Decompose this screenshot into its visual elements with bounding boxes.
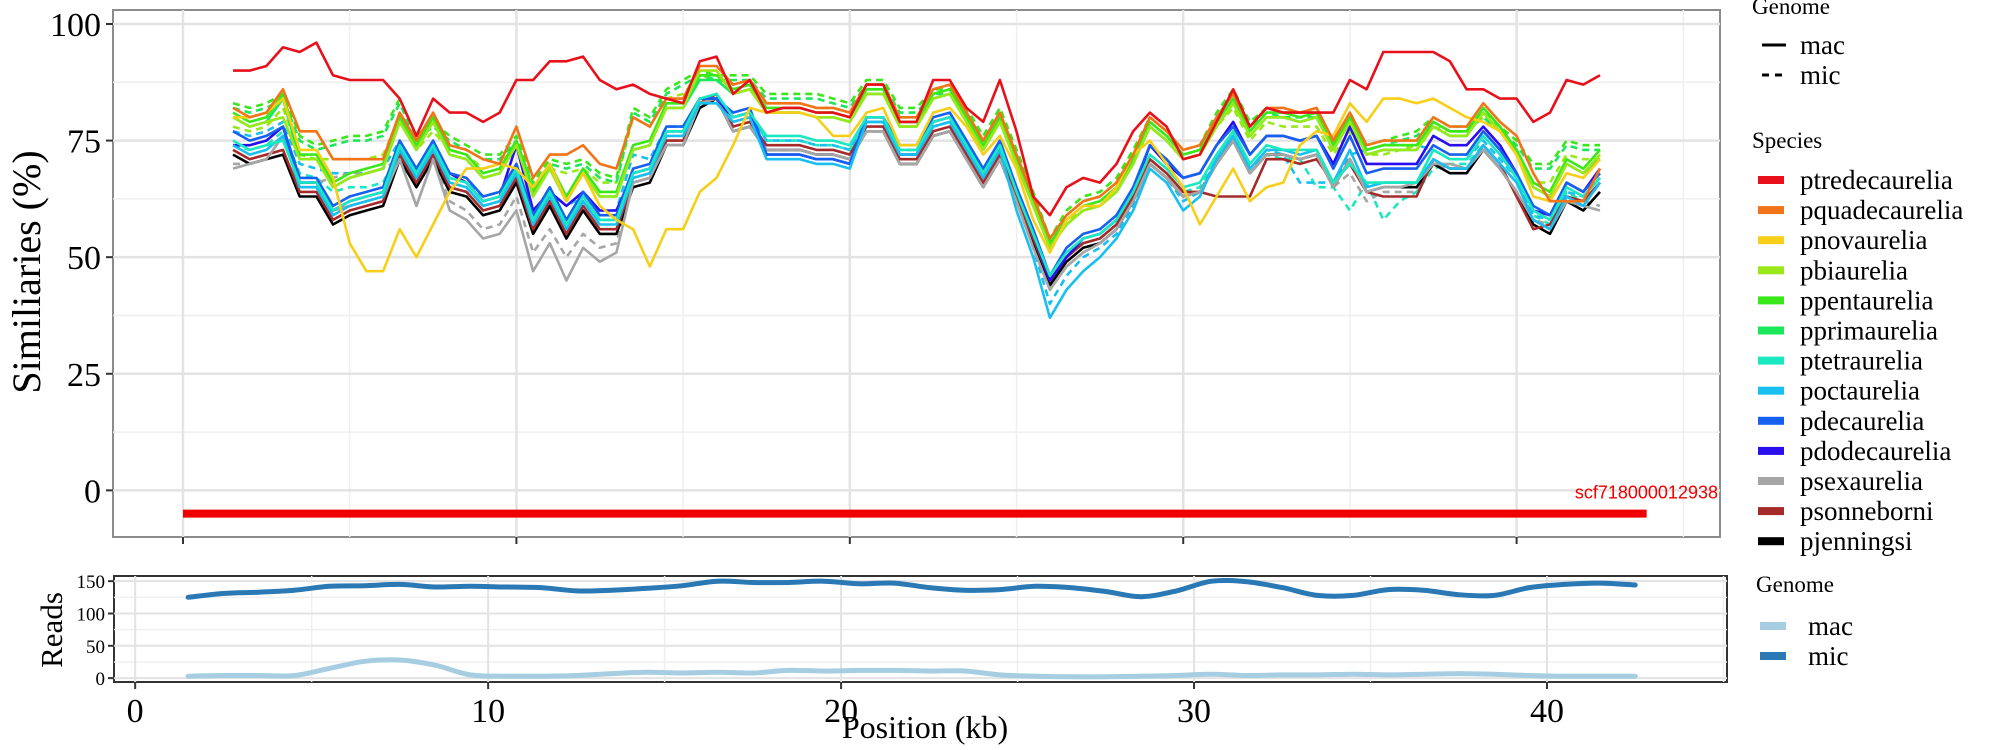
legend-swatch-psonneborni [1758,507,1784,516]
similarity-panel-frame [112,9,1721,538]
legend-label-ptredecaurelia: ptredecaurelia [1800,165,1953,195]
legend-swatch-pbiaurelia [1758,266,1784,275]
similarity-lines [232,41,1602,320]
y-tick-label: 0 [96,669,106,690]
legend-swatch-ppentaurelia [1758,296,1784,305]
contig-label: scf718000012938 [1575,483,1718,503]
reads-lines [185,577,1638,680]
legend-swatch-psexaurelia [1758,477,1784,485]
series-line-pnovaurelia-mac [233,97,1601,273]
series-line-pquadecaurelia-mac [232,64,1602,240]
legend-label-pbiaurelia: pbiaurelia [1800,255,1908,285]
legend-label-reads-mac: mac [1808,611,1853,641]
legend-label-poctaurelia: poctaurelia [1800,376,1920,406]
x-tick-label: 0 [127,693,144,730]
legend-swatch-ptetraurelia [1758,356,1784,365]
legend-species-items: ptredecaureliapquadecaureliapnovaureliap… [1758,165,1963,556]
legend-swatch-poctaurelia [1758,386,1784,395]
legend-label-pdecaurelia: pdecaurelia [1800,406,1924,436]
series-line-psexaurelia-mac [232,97,1601,292]
x-tick-label: 30 [1177,693,1211,730]
similarity-panel: 0 25 50 75 100 scf718000012938 Similiaries (… [4,7,1721,544]
legend-label-pquadecaurelia: pquadecaurelia [1800,195,1963,225]
legend-label-pjenningsi: pjenningsi [1800,526,1913,556]
legend-species: Species ptredecaureliapquadecaureliapnov… [1752,128,1963,556]
series-line-ptetraurelia-mac [232,92,1601,278]
reads-line-mic [185,577,1638,600]
legend-label-psexaurelia: psexaurelia [1800,466,1923,496]
series-line-ptredecaurelia-mac [233,41,1601,217]
reads-y-axis: 0 50 100 150 [77,572,114,690]
x-tick-label: 40 [1530,693,1564,730]
legend-swatch-pdodecaurelia [1758,446,1784,455]
series-line-psonneborni-mac [232,92,1601,282]
y-tick-label: 50 [86,637,105,658]
series-line-pbiaurelia-mac [232,69,1601,250]
y-tick-label: 0 [84,473,101,510]
reads-gridlines [114,576,1727,682]
legend-genome-mic: mic [1800,60,1841,90]
legend-genome-title: Genome [1752,0,1830,19]
y-tick-label: 150 [77,572,106,593]
similarity-gridlines [113,10,1720,537]
legend-swatch-pjenningsi [1758,537,1784,546]
legend-reads-title: Genome [1756,572,1834,597]
reads-line-mac [185,657,1638,680]
y-tick-label: 100 [77,604,106,625]
similarity-x-axis [182,537,1518,544]
series-line-poctaurelia-mac [232,102,1602,320]
legend-swatch-pprimaurelia [1758,326,1784,335]
legend-swatch-reads-mic [1760,652,1786,660]
legend-label-ptetraurelia: ptetraurelia [1800,346,1923,376]
y-tick-label: 25 [67,357,101,394]
reads-x-axis: 0 10 20 30 40 [127,682,1564,730]
legend-label-pprimaurelia: pprimaurelia [1800,316,1938,346]
y-tick-label: 50 [67,240,101,277]
legend-species-title: Species [1752,128,1822,153]
x-tick-label: 20 [824,693,858,730]
legend-genome-mac: mac [1800,30,1845,60]
similarity-y-axis-title: Similiaries (%) [4,150,49,393]
similarity-y-axis: 0 25 50 75 100 [50,7,113,510]
legend-label-ppentaurelia: ppentaurelia [1800,285,1933,315]
legend-swatch-reads-mac [1760,622,1786,630]
legend-label-reads-mic: mic [1808,641,1849,671]
legend-swatch-pnovaurelia [1758,236,1784,245]
legend-swatch-pquadecaurelia [1758,206,1784,215]
reads-y-axis-title: Reads [34,592,69,668]
y-tick-label: 75 [67,124,101,161]
reads-panel: 0 50 100 150 0 10 20 30 40 Reads Position (kb) [34,572,1728,745]
legend-label-psonneborni: psonneborni [1800,496,1933,526]
y-tick-label: 100 [50,7,101,44]
legend-genome-linetype: Genome mac mic [1752,0,1845,90]
legend-label-pnovaurelia: pnovaurelia [1800,225,1927,255]
x-axis-title: Position (kb) [842,709,1008,745]
x-tick-label: 10 [471,693,505,730]
legend-label-pdodecaurelia: pdodecaurelia [1800,436,1951,466]
legend-swatch-ptredecaurelia [1758,176,1784,184]
legend-swatch-pdecaurelia [1758,416,1784,425]
